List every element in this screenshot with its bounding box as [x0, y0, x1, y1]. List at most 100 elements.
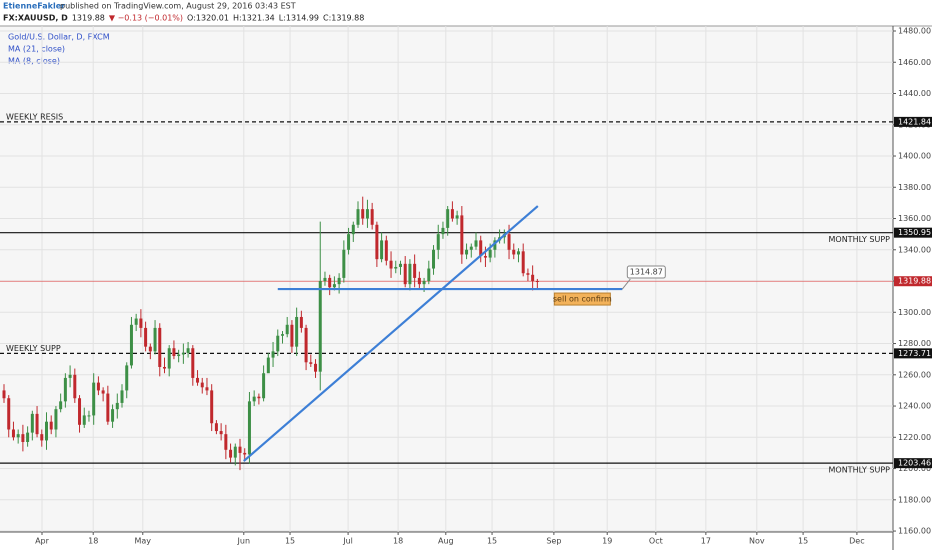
- candle-body: [427, 268, 431, 282]
- candle-body: [332, 284, 336, 288]
- candle-body: [507, 234, 511, 250]
- candle-body: [115, 402, 119, 410]
- price-tag-label: 1273.71: [898, 349, 931, 358]
- price-tag-label: 1350.95: [898, 228, 931, 237]
- candle-body: [63, 377, 67, 402]
- candle-body: [384, 240, 388, 261]
- callout-label: 1314.87: [630, 268, 663, 277]
- candle-body: [59, 401, 63, 410]
- candle-body: [44, 421, 48, 441]
- candle-body: [247, 401, 251, 455]
- price-tag: [894, 227, 932, 238]
- candle-body: [351, 224, 355, 235]
- header-item: L:1314.99: [279, 14, 319, 23]
- y-tick-label: 1400.00: [898, 152, 931, 161]
- x-tick-label: 15: [285, 537, 295, 546]
- candle-body: [101, 390, 105, 394]
- y-tick-label: 1180.00: [898, 495, 931, 504]
- candle-body: [413, 263, 417, 278]
- candle-body: [172, 348, 176, 357]
- candle-body: [398, 263, 402, 267]
- candle-body: [271, 351, 275, 358]
- y-tick-label: 1300.00: [898, 308, 931, 317]
- candle-body: [120, 390, 124, 403]
- candle-body: [257, 396, 261, 399]
- candle-body: [465, 249, 469, 255]
- y-tick-label: 1360.00: [898, 214, 931, 223]
- x-tick-label: Nov: [749, 537, 765, 546]
- candle-body: [450, 209, 454, 219]
- candle-body: [483, 256, 487, 258]
- level-label: WEEKLY SUPP: [6, 344, 61, 353]
- callout-box: [626, 265, 666, 279]
- price-tag-label: 1203.46: [898, 459, 931, 468]
- candle-body: [521, 251, 525, 274]
- candle-body: [441, 227, 445, 235]
- candle-body: [196, 377, 200, 383]
- candle-body: [436, 234, 440, 250]
- y-tick-label: 1260.00: [898, 370, 931, 379]
- candle-body: [309, 362, 313, 364]
- candle-body: [16, 434, 20, 438]
- candle-body: [328, 277, 332, 288]
- candle-body: [243, 452, 247, 455]
- candle-body: [186, 348, 190, 353]
- price-tag: [894, 116, 932, 127]
- plot-area: [0, 26, 893, 532]
- candle-body: [87, 415, 91, 417]
- candle-body: [417, 277, 421, 285]
- candle-body: [493, 240, 497, 250]
- candle-body: [460, 215, 464, 255]
- candle-body: [446, 209, 450, 228]
- candle-body: [92, 382, 96, 416]
- header-item: ▼ −0.13 (−0.01%): [109, 14, 183, 23]
- candle-body: [200, 382, 204, 388]
- price-tag: [894, 276, 932, 287]
- candle-body: [30, 413, 34, 433]
- x-tick-label: 18: [88, 537, 98, 546]
- candle-body: [54, 409, 58, 430]
- candle-body: [516, 251, 520, 255]
- candle-body: [512, 249, 516, 255]
- candle-body: [68, 374, 72, 378]
- x-tick-label: 17: [701, 537, 711, 546]
- candle-body: [26, 432, 30, 442]
- candle-body: [2, 390, 6, 399]
- trendline: [243, 205, 539, 462]
- candle-body: [205, 387, 209, 391]
- candle-body: [262, 373, 266, 399]
- publisher[interactable]: EtienneFakler: [3, 2, 65, 11]
- x-tick-label: Aug: [438, 537, 454, 546]
- candle-body: [177, 354, 181, 357]
- candle-body: [361, 209, 365, 219]
- legend-title: Gold/U.S. Dollar, D, FXCM: [8, 33, 110, 42]
- x-tick-label: Jul: [342, 537, 353, 546]
- x-tick-label: Jun: [237, 537, 251, 546]
- candle-body: [432, 249, 436, 269]
- candle-body: [129, 324, 133, 366]
- x-tick-label: 15: [487, 537, 497, 546]
- candle-body: [35, 413, 39, 435]
- candle-body: [7, 398, 11, 430]
- candle-body: [304, 327, 308, 363]
- x-tick-label: May: [135, 537, 152, 546]
- candle-body: [479, 240, 483, 257]
- header-item: H:1321.34: [233, 14, 275, 23]
- candle-body: [290, 324, 294, 347]
- candle-body: [342, 249, 346, 278]
- header-item: O:1320.01: [187, 14, 229, 23]
- candle-body: [21, 434, 25, 442]
- candle-body: [238, 446, 242, 453]
- x-tick-label: Oct: [649, 537, 663, 546]
- legend-ma: MA (21, close): [8, 45, 65, 54]
- candle-body: [266, 357, 270, 374]
- candle-body: [455, 215, 459, 219]
- y-tick-label: 1440.00: [898, 89, 931, 98]
- level-label: MONTHLY SUPP: [829, 235, 891, 244]
- candle-body: [214, 423, 218, 432]
- published: published on TradingView.com, August 29,…: [60, 2, 296, 11]
- annotation: sell on confirm: [553, 295, 612, 304]
- candle-body: [469, 246, 473, 250]
- candle-body: [224, 434, 228, 450]
